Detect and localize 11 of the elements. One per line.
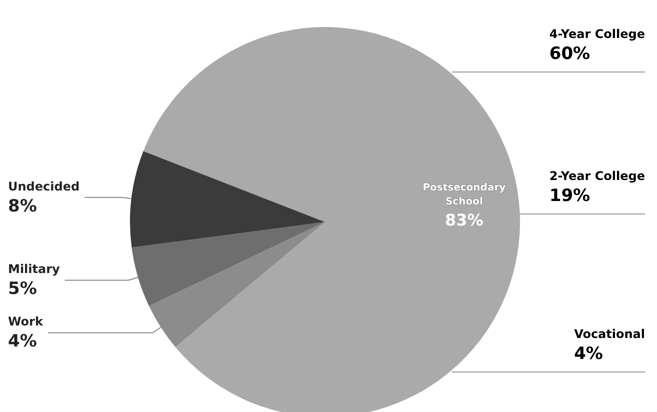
slice-label: Postsecondary School	[422, 182, 506, 208]
data-label: 8%	[8, 196, 37, 216]
slice-label: Work	[8, 314, 44, 329]
text: Vocational 4%	[574, 327, 646, 364]
data-label: 5%	[8, 279, 37, 300]
data-label: 4%	[8, 332, 37, 352]
data-label: 83%	[445, 210, 484, 230]
text: 4-Year College 60%	[549, 27, 646, 64]
slice-label: Military	[8, 262, 60, 276]
text: 2-Year College 19%	[549, 169, 646, 206]
slice-label: Undecided	[8, 179, 80, 194]
